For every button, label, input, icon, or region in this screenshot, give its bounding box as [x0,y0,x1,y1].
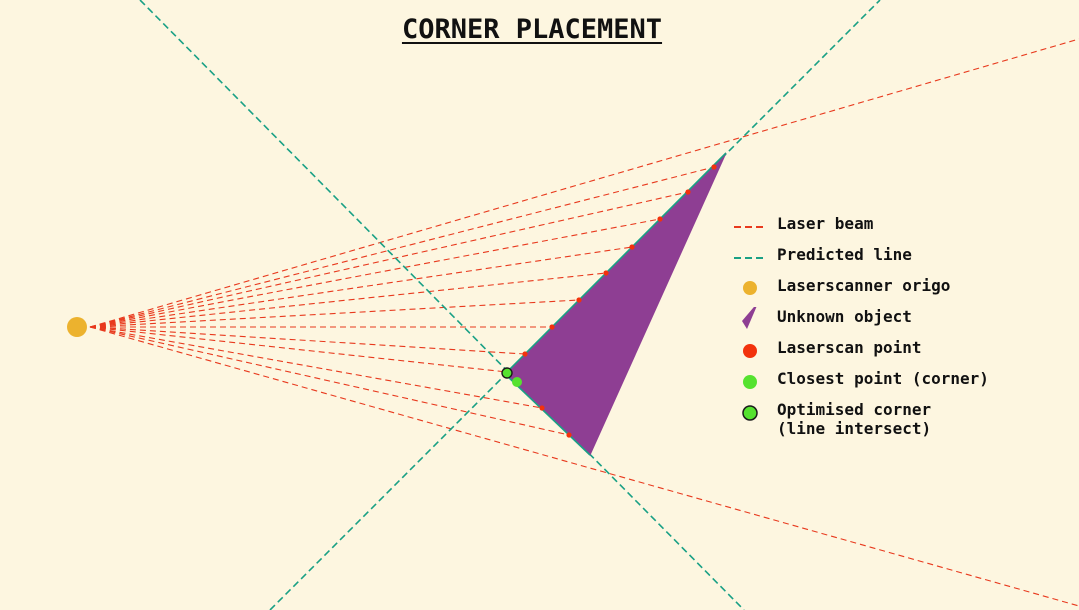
legend-label: Laserscan point [777,338,922,357]
orange-dot-icon [743,281,757,295]
legend-item-laserscanner-origo: Laserscanner origo [733,276,1023,307]
dashed-green-line-icon [734,257,766,259]
purple-wedge-icon [742,307,757,329]
title-text: CORNER PLACEMENT [401,14,663,45]
laser-beam [89,218,661,328]
laser-beam [89,246,633,328]
legend-item-closest-point: Closest point (corner) [733,369,1023,400]
laser-beam [89,326,1079,607]
laserscan-points [522,164,717,438]
legend-item-laser-beam: Laser beam [733,214,1023,245]
legend-label: Optimised corner (line intersect) [777,400,932,438]
laserscan-point [657,216,663,222]
unknown-object [504,152,727,456]
laserscan-point [576,297,582,303]
legend-label: Closest point (corner) [777,369,989,388]
legend: Laser beam Predicted line Laserscanner o… [733,214,1023,438]
laser-beams [89,38,1079,607]
laser-beam [89,326,526,355]
legend-item-laserscan-point: Laserscan point [733,338,1023,369]
laser-beam [89,38,1079,328]
green-dot-icon [743,375,757,389]
laserscan-point [629,244,635,250]
laserscan-point [685,189,691,195]
dashed-red-line-icon [734,226,766,228]
diagram-title: CORNER PLACEMENT [0,14,1064,45]
laserscan-point [711,164,717,170]
object-edge [504,373,591,456]
predicted-line [139,0,745,610]
laserscan-point [549,324,555,330]
red-dot-icon [743,344,757,358]
legend-item-optimised-corner: Optimised corner (line intersect) [733,400,1023,438]
legend-label: Laserscanner origo [777,276,951,295]
laserscan-point [566,432,572,438]
laserscanner-origo [67,317,87,337]
laser-beam [89,191,689,328]
laser-beam [89,299,580,328]
laser-beam [89,326,570,436]
legend-label: Predicted line [777,245,912,264]
outlined-green-dot-icon [742,405,758,421]
legend-item-unknown-object: Unknown object [733,307,1023,338]
legend-item-predicted-line: Predicted line [733,245,1023,276]
laserscan-point [522,351,528,357]
laser-beam [89,166,715,328]
laserscan-point [539,405,545,411]
legend-label: Laser beam [777,214,874,233]
laserscan-point [603,270,609,276]
legend-label: Unknown object [777,307,912,326]
closest-point [512,377,522,387]
laser-beam [89,272,607,328]
laser-beam [89,326,543,409]
optimised-corner [501,367,513,379]
